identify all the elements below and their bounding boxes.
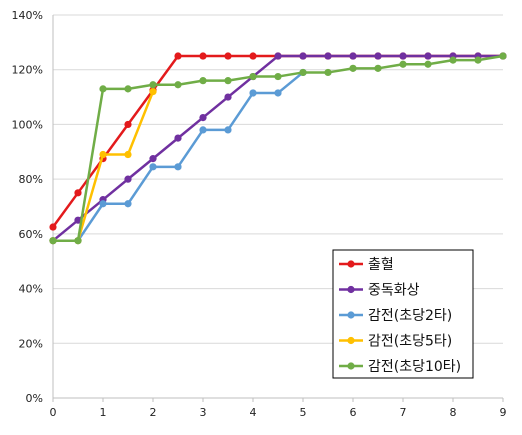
- data-point: [124, 175, 132, 183]
- data-point: [124, 150, 132, 159]
- data-point: [224, 93, 232, 101]
- data-point: [299, 68, 307, 77]
- data-point: [224, 77, 232, 85]
- data-point: [199, 77, 207, 85]
- data-point: [249, 89, 257, 97]
- y-tick-label: 80%: [19, 173, 43, 186]
- x-tick-label: 7: [400, 406, 407, 419]
- data-point: [399, 52, 407, 60]
- data-point: [324, 52, 332, 60]
- legend-label: 중독화상: [368, 283, 420, 299]
- axes: [52, 15, 504, 402]
- data-point: [149, 88, 157, 96]
- y-tick-label: 120%: [12, 64, 43, 77]
- data-point: [199, 113, 207, 122]
- data-point: [224, 126, 232, 134]
- x-tick-label: 2: [150, 406, 157, 419]
- tick-labels: 0% 20% 40% 60% 80% 100% 120% 140% 0 1 2 3 4 5 6 7 8 9: [12, 9, 507, 419]
- data-point: [274, 89, 282, 97]
- y-tick-label: 100%: [12, 118, 43, 131]
- legend-swatch-marker: [347, 362, 355, 370]
- data-point: [374, 52, 382, 60]
- data-point: [174, 52, 182, 60]
- legend-swatch-marker: [347, 336, 355, 345]
- data-point: [74, 189, 82, 197]
- data-point: [424, 52, 432, 60]
- data-point: [99, 200, 107, 208]
- data-point: [349, 64, 357, 72]
- data-point: [99, 150, 107, 159]
- data-point: [124, 120, 132, 129]
- data-point: [499, 52, 507, 60]
- data-point: [349, 52, 357, 60]
- data-point: [99, 85, 107, 93]
- data-point: [324, 68, 332, 77]
- series-lines: [49, 52, 507, 245]
- x-tick-label: 9: [500, 406, 507, 419]
- data-point: [474, 56, 482, 64]
- data-point: [424, 60, 432, 68]
- data-point: [49, 223, 57, 231]
- data-point: [149, 163, 157, 171]
- series-group: [49, 52, 507, 245]
- legend-item: 출혈: [339, 257, 394, 273]
- data-point: [199, 52, 207, 60]
- y-tick-label: 40%: [19, 283, 43, 296]
- data-point: [124, 85, 132, 93]
- y-tick-label: 140%: [12, 9, 43, 22]
- y-tick-label: 20%: [19, 337, 43, 350]
- legend-label: 출혈: [368, 257, 394, 273]
- data-point: [174, 81, 182, 89]
- x-tick-label: 3: [200, 406, 207, 419]
- legend-item: 감전(초당2타): [339, 308, 452, 324]
- data-point: [399, 60, 407, 68]
- y-tick-label: 0%: [26, 392, 43, 405]
- legend-label: 감전(초당10타): [368, 359, 461, 375]
- data-point: [49, 237, 57, 245]
- data-point: [274, 52, 282, 60]
- data-point: [199, 126, 207, 134]
- data-point: [249, 52, 257, 60]
- data-point: [449, 56, 457, 64]
- legend-item: 감전(초당5타): [339, 334, 452, 350]
- data-point: [174, 134, 182, 142]
- data-point: [374, 64, 382, 72]
- data-point: [149, 81, 157, 89]
- data-point: [299, 52, 307, 60]
- legend-swatch-marker: [347, 285, 355, 294]
- legend-label: 감전(초당5타): [368, 334, 452, 350]
- legend-item: 감전(초당10타): [339, 359, 461, 375]
- x-tick-label: 6: [350, 406, 357, 419]
- data-point: [74, 237, 82, 245]
- y-tick-label: 60%: [19, 228, 43, 241]
- data-point: [74, 216, 82, 224]
- legend-label: 감전(초당2타): [368, 308, 452, 324]
- data-point: [124, 200, 132, 208]
- x-tick-label: 1: [100, 406, 107, 419]
- legend-swatch-marker: [347, 311, 355, 319]
- legend-swatch-marker: [347, 260, 355, 268]
- data-point: [249, 72, 257, 81]
- x-tick-label: 4: [250, 406, 257, 419]
- x-tick-label: 5: [300, 406, 307, 419]
- data-point: [224, 52, 232, 60]
- legend-item: 중독화상: [339, 283, 420, 299]
- data-point: [274, 72, 282, 81]
- x-tick-label: 0: [50, 406, 57, 419]
- x-tick-label: 8: [450, 406, 457, 419]
- data-point: [149, 155, 157, 163]
- data-point: [174, 163, 182, 171]
